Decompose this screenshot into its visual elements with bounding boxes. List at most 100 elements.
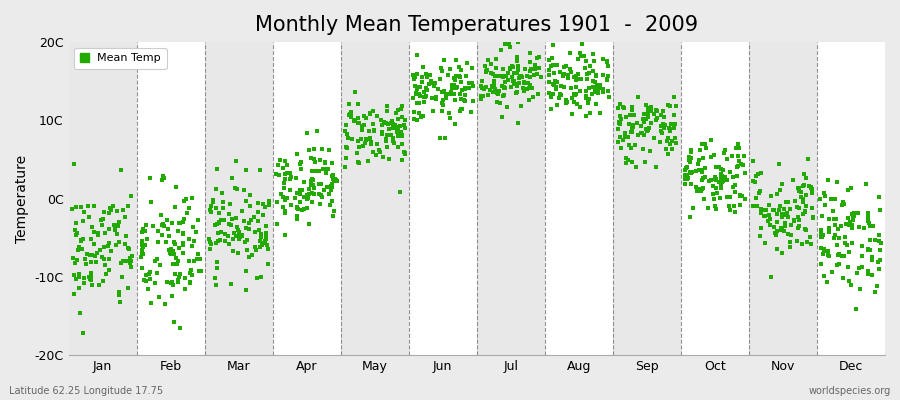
Point [351, 115, 365, 121]
Point [523, 66, 537, 72]
Point [356, 143, 371, 150]
Point [611, 126, 625, 132]
Point [761, 211, 776, 218]
Point [792, 205, 806, 211]
Point [733, 202, 747, 208]
Point [736, 162, 751, 168]
Point [546, 80, 561, 87]
Point [542, 79, 556, 86]
Point [860, 269, 875, 275]
Point [580, 71, 594, 77]
Point [788, 198, 802, 204]
Point [707, 203, 722, 209]
Point [320, 183, 335, 190]
Point [242, 220, 256, 226]
Point [542, 72, 556, 78]
Point [76, 275, 91, 281]
Point [831, 252, 845, 259]
Point [797, 170, 812, 177]
Point [679, 167, 693, 173]
Point [757, 212, 771, 219]
Point [841, 264, 855, 271]
Point [616, 104, 631, 110]
Point [436, 57, 451, 64]
Point [65, 206, 79, 212]
Point [280, 162, 294, 168]
Point [341, 101, 356, 107]
Point [158, 301, 172, 308]
Point [488, 73, 502, 80]
Point [723, 169, 737, 175]
Bar [137, 42, 204, 355]
Point [134, 254, 148, 260]
Point [664, 121, 679, 128]
Point [374, 131, 389, 137]
Point [176, 198, 191, 205]
Point [600, 59, 615, 65]
Point [579, 95, 593, 102]
Point [161, 226, 176, 232]
Point [753, 225, 768, 232]
Point [788, 218, 802, 224]
Point [339, 145, 354, 152]
Point [171, 279, 185, 285]
Point [452, 64, 466, 70]
Point [517, 80, 531, 86]
Point [781, 199, 796, 206]
Point [351, 138, 365, 144]
Point [386, 138, 400, 144]
Point [426, 108, 440, 114]
Point [591, 84, 606, 91]
Point [395, 133, 410, 139]
Point [571, 101, 585, 108]
Point [122, 284, 136, 291]
Point [592, 82, 607, 88]
Point [230, 186, 244, 192]
Point [182, 205, 196, 212]
Point [293, 199, 308, 205]
Point [316, 166, 330, 172]
Point [363, 110, 377, 116]
Point [345, 114, 359, 120]
Point [872, 194, 886, 200]
Point [210, 259, 224, 265]
Point [507, 78, 521, 84]
Point [574, 76, 589, 82]
Point [484, 61, 499, 68]
Point [601, 88, 616, 94]
Point [579, 88, 593, 94]
Point [864, 272, 878, 278]
Point [302, 190, 317, 197]
Point [804, 240, 818, 247]
Point [426, 80, 440, 86]
Point [295, 187, 310, 193]
Point [473, 82, 488, 89]
Point [270, 220, 284, 227]
Point [203, 239, 218, 245]
Point [795, 241, 809, 248]
Point [417, 113, 431, 119]
Point [474, 85, 489, 91]
Point [250, 275, 265, 282]
Point [350, 150, 365, 156]
Point [746, 202, 760, 209]
Point [366, 121, 381, 127]
Point [682, 153, 697, 160]
Point [278, 210, 293, 217]
Point [643, 148, 657, 154]
Point [735, 193, 750, 200]
Point [270, 198, 284, 205]
Point [315, 194, 329, 200]
Point [845, 210, 859, 217]
Point [822, 224, 836, 231]
Point [708, 177, 723, 184]
Point [114, 167, 129, 173]
Point [794, 194, 808, 200]
Point [750, 203, 764, 209]
Point [669, 102, 683, 109]
Point [433, 134, 447, 141]
Point [485, 82, 500, 89]
Point [410, 52, 424, 58]
Point [139, 222, 153, 228]
Point [851, 264, 866, 271]
